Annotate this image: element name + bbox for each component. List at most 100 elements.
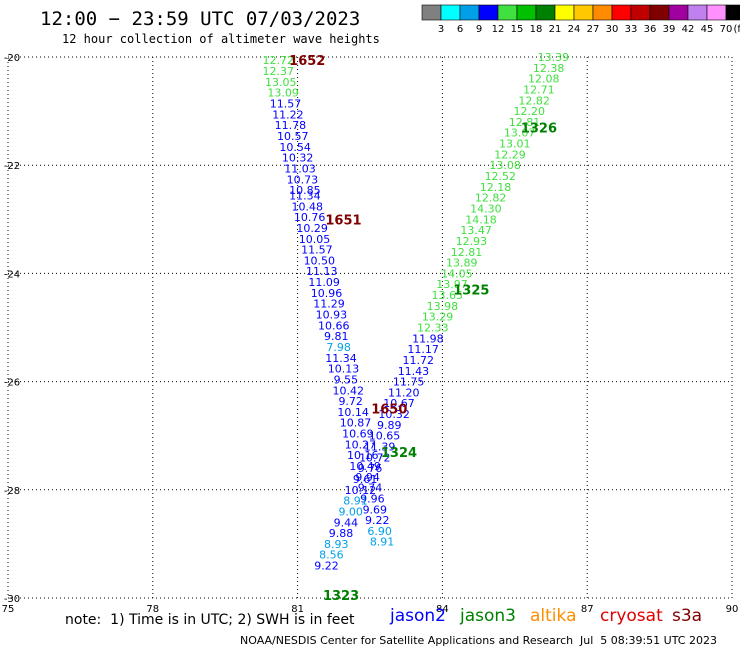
data-point-label-jason3: 10.67 [383, 397, 415, 410]
data-point-label-jason2: 10.14 [337, 406, 369, 419]
legend-tick-label: 70 [720, 24, 733, 35]
legend-tick-label: 33 [625, 24, 638, 35]
x-tick-label: 90 [726, 604, 739, 615]
legend-swatch [592, 4, 613, 21]
data-point-label-jason3: 12.20 [514, 105, 546, 118]
y-tick-label: -30 [4, 594, 20, 605]
data-point-label-jason2: 7.98 [326, 341, 351, 354]
data-point-label-jason2: 10.32 [282, 152, 314, 165]
data-point-label-jason3: 12.08 [528, 73, 560, 86]
data-point-label-jason2: 11.78 [275, 119, 307, 132]
mission-cryosat: cryosat [600, 606, 663, 626]
data-point-label-jason3: 11.98 [412, 332, 444, 345]
data-point-label-jason3: 9.22 [314, 560, 339, 573]
time-label: 1651 [325, 213, 361, 228]
data-point-label-jason3: 9.88 [329, 527, 354, 540]
data-labels: 12.7212.3713.0513.0911.5711.2211.7810.57… [263, 51, 570, 573]
data-point-label-jason3: 8.93 [324, 538, 349, 551]
data-point-label-jason3: 8.56 [319, 549, 344, 562]
data-point-label-jason3: 14.05 [441, 267, 473, 280]
data-point-label-jason3: 11.39 [364, 441, 396, 454]
x-tick-label: 81 [291, 604, 304, 615]
time-label: 1650 [371, 403, 407, 418]
legend-swatch [516, 4, 537, 21]
data-point-label-jason3: 9.44 [334, 516, 359, 529]
data-point-label-jason3: 12.29 [494, 148, 526, 161]
data-point-label-jason3: 9.76 [358, 462, 383, 475]
data-point-label-jason3: 13.65 [431, 289, 463, 302]
data-point-label-jason3: 10.65 [369, 430, 401, 443]
data-point-label-jason2: 10.73 [287, 173, 319, 186]
data-point-label-jason3: 14.30 [470, 202, 502, 215]
data-point-label-jason2: 12.72 [263, 54, 295, 67]
time-label: 1325 [453, 284, 489, 299]
data-point-label-jason3: 12.18 [480, 181, 512, 194]
data-point-label-jason2: 10.85 [289, 184, 321, 197]
data-point-label-jason3: 11.17 [407, 343, 439, 356]
data-point-label-jason3: 13.01 [499, 138, 531, 151]
page-title: 12:00 − 23:59 UTC 07/03/2023 [40, 8, 361, 30]
legend-tick-label: 12 [492, 24, 505, 35]
legend-tick-label: 36 [644, 24, 657, 35]
legend-tick-label: 21 [549, 24, 562, 35]
data-point-label-jason2: 10.87 [340, 417, 372, 430]
data-point-label-jason3: 14.18 [465, 213, 497, 226]
legend-swatch [478, 4, 499, 21]
data-point-label-jason3: 12.82 [518, 94, 550, 107]
time-label: 1324 [381, 446, 417, 461]
data-point-label-jason2: 11.29 [313, 298, 345, 311]
footer-timestamp: Jul 5 08:39:51 UTC 2023 [580, 634, 717, 647]
y-tick-label: -20 [4, 53, 20, 64]
legend-swatch [497, 4, 518, 21]
legend-swatch [573, 4, 594, 21]
data-point-label-jason3: 9.00 [338, 505, 363, 518]
data-point-label-jason3: 11.72 [403, 354, 435, 367]
legend-swatch [725, 4, 740, 21]
data-point-label-jason3: 13.98 [427, 300, 459, 313]
legend-tick-label: 39 [663, 24, 676, 35]
data-point-label-jason3: 13.89 [446, 257, 478, 270]
data-point-label-jason2: 13.09 [267, 87, 299, 100]
data-point-label-jason3: 13.08 [489, 159, 521, 172]
note-text: note: 1) Time is in UTC; 2) SWH is in fe… [65, 612, 355, 628]
legend-tick-label: 18 [530, 24, 543, 35]
x-tick-label: 87 [581, 604, 594, 615]
mission-jason2: jason2 [390, 606, 446, 626]
mission-s3a: s3a [672, 606, 703, 626]
legend-tick-label: 6 [457, 24, 463, 35]
legend-swatch [554, 4, 575, 21]
data-point-label-jason2: 10.93 [316, 309, 348, 322]
data-point-label-jason2: 10.96 [311, 287, 343, 300]
data-point-label-jason2: 9.94 [355, 471, 380, 484]
data-point-label-jason2: 11.03 [284, 162, 316, 175]
data-point-label-jason2: 11.57 [301, 244, 333, 257]
data-point-label-jason2: 10.76 [294, 211, 326, 224]
legend-swatch [706, 4, 727, 21]
time-label: 1323 [323, 589, 359, 604]
chart-grid [7, 56, 733, 599]
legend-tick-label: 24 [568, 24, 581, 35]
data-point-label-jason2: 11.22 [272, 108, 304, 121]
legend-swatch [611, 4, 632, 21]
data-point-label-jason3: 12.81 [451, 246, 483, 259]
data-point-label-jason2: 11.13 [306, 265, 338, 278]
x-tick-label: 75 [2, 604, 15, 615]
legend-tick-label: 30 [606, 24, 619, 35]
data-point-label-jason2: 9.22 [365, 514, 390, 527]
legend-unit: (ft) [733, 24, 740, 35]
data-point-label-jason3: 12.38 [533, 62, 565, 75]
data-point-label-jason2: 9.81 [324, 330, 349, 343]
data-point-label-jason2: 8.91 [370, 536, 395, 549]
data-point-label-jason3: 10.32 [378, 408, 410, 421]
legend-tick-label: 45 [701, 24, 714, 35]
legend-swatch [440, 4, 461, 21]
data-point-label-jason3: 10.72 [359, 451, 391, 464]
data-point-label-jason2: 10.16 [347, 449, 379, 462]
data-point-label-jason2: 9.72 [338, 395, 363, 408]
data-point-label-jason2: 11.34 [325, 352, 357, 365]
legend-tick-label: 27 [587, 24, 600, 35]
data-point-label-jason3: 13.39 [538, 51, 570, 64]
data-point-label-jason2: 10.66 [318, 319, 350, 332]
